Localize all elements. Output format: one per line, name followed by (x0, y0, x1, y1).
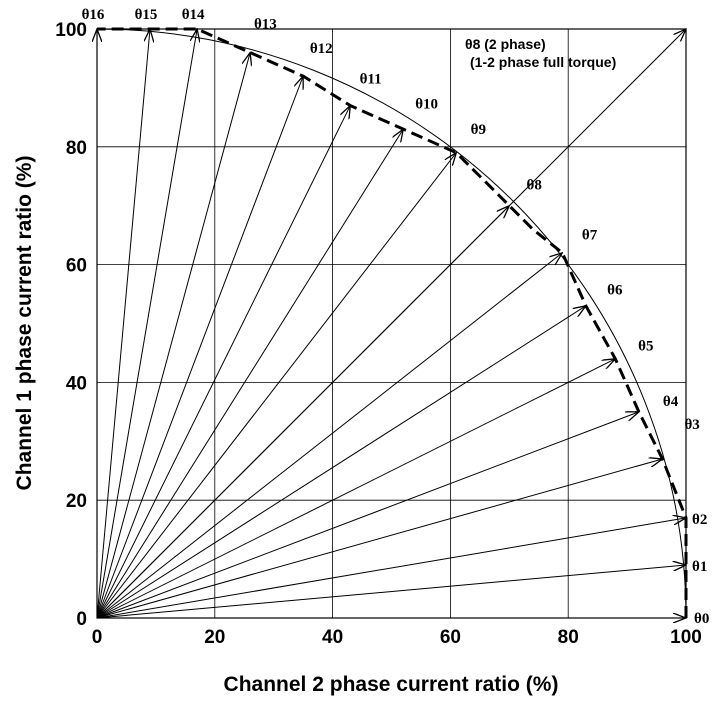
angle-labels: θ0 θ1 θ2 θ3 θ4 θ5 θ6 θ7 θ8 θ9 θ10 θ11 θ12 θ13 θ14 θ15 θ1… (82, 7, 710, 627)
x-tick-label: 40 (322, 627, 343, 648)
y-tick-labels: 0 20 40 60 80 100 (55, 20, 87, 630)
angle-label: θ2 (692, 512, 707, 528)
angle-label: θ9 (471, 122, 486, 138)
annotation-full-torque: (1-2 phase full torque) (470, 54, 616, 70)
angle-label: θ4 (663, 394, 679, 410)
vector-arrow (96, 412, 639, 619)
x-tick-label: 100 (670, 627, 702, 648)
angle-label: θ7 (582, 227, 598, 243)
angle-label: θ10 (415, 97, 438, 113)
vector-arrow (96, 29, 197, 619)
x-tick-label: 0 (92, 627, 103, 648)
vector-arrow (96, 253, 562, 619)
vector-arrow (96, 53, 250, 619)
angle-label: θ16 (82, 7, 105, 23)
x-tick-label: 20 (204, 627, 225, 648)
angle-label: θ8 (527, 177, 542, 193)
y-tick-label: 40 (66, 373, 87, 394)
angle-label: θ1 (692, 559, 707, 575)
angle-label: θ5 (638, 338, 653, 354)
x-axis-title: Channel 2 phase current ratio (%) (224, 673, 559, 696)
angle-label: θ0 (694, 611, 709, 627)
x-tick-label: 60 (440, 627, 461, 648)
annotation-theta8: θ8 (2 phase) (465, 36, 546, 52)
diagonal-vector (96, 29, 686, 619)
angle-label: θ11 (360, 72, 382, 88)
angle-label: θ13 (254, 17, 277, 33)
y-tick-label: 0 (76, 609, 87, 630)
vector-arrow (96, 518, 686, 619)
plot-frame (96, 28, 687, 619)
x-tick-label: 80 (558, 627, 579, 648)
angle-label: θ6 (607, 283, 623, 299)
dashed-trace (97, 27, 688, 618)
vector-arrow (96, 306, 586, 619)
y-tick-label: 80 (66, 138, 87, 159)
angle-label: θ12 (310, 41, 333, 57)
vector-arrow (96, 565, 686, 619)
angle-label: θ15 (135, 7, 158, 23)
y-tick-label: 100 (55, 20, 87, 41)
vector-arrow (96, 106, 350, 619)
vector-arrow (96, 29, 150, 619)
x-tick-labels: 0 20 40 60 80 100 (92, 627, 702, 648)
vector-arrow (96, 459, 662, 619)
vector-arrow (96, 129, 403, 619)
angle-label: θ3 (684, 417, 699, 433)
vector-arrow (96, 76, 303, 619)
vector-arrow (96, 359, 615, 619)
y-axis-title: Channel 1 phase current ratio (%) (13, 156, 36, 491)
y-tick-label: 60 (66, 256, 87, 277)
angle-label: θ14 (182, 7, 205, 23)
y-tick-label: 20 (66, 491, 87, 512)
vector-arrow (96, 153, 456, 619)
